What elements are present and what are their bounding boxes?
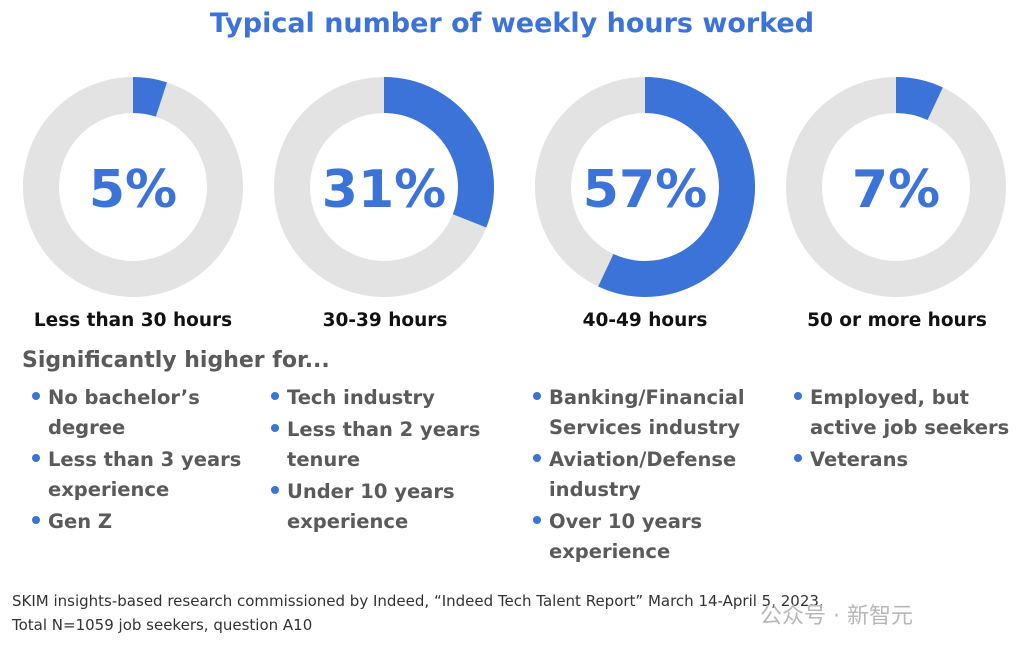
category-label-40-49: 40-49 hours bbox=[582, 310, 708, 331]
group-less-than-30: No bachelor’s degree Less than 3 years e… bbox=[30, 383, 250, 539]
list-item: Tech industry bbox=[269, 383, 484, 413]
list-item: Over 10 years experience bbox=[531, 507, 751, 567]
group-40-49: Banking/Financial Services industry Avia… bbox=[531, 383, 751, 569]
donut-2: 31% bbox=[274, 77, 494, 297]
list-item: Veterans bbox=[792, 445, 1012, 475]
list-item: Less than 3 years experience bbox=[30, 445, 250, 505]
list-item: Aviation/Defense industry bbox=[531, 445, 751, 505]
data-label: 31% bbox=[322, 160, 446, 220]
list-item: Banking/Financial Services industry bbox=[531, 383, 751, 443]
source-note-line-2: Total N=1059 job seekers, question A10 bbox=[12, 616, 313, 634]
donut-slice bbox=[383, 77, 494, 228]
source-note-line-1: SKIM insights-based research commissione… bbox=[12, 592, 824, 610]
list-item: Gen Z bbox=[30, 507, 250, 537]
chart-title: Typical number of weekly hours worked bbox=[209, 8, 815, 39]
group-30-39: Tech industry Less than 2 years tenure U… bbox=[269, 383, 484, 539]
list-item: Less than 2 years tenure bbox=[269, 415, 484, 475]
data-label: 7% bbox=[852, 160, 940, 220]
category-label-30-39: 30-39 hours bbox=[322, 310, 448, 331]
data-label: 57% bbox=[583, 160, 707, 220]
donut-slice bbox=[895, 77, 943, 121]
donut-3: 57% bbox=[535, 77, 755, 297]
data-label: 5% bbox=[89, 160, 177, 220]
category-label-50-plus: 50 or more hours bbox=[807, 310, 987, 331]
donut-charts: 5% 31% 57% 7% bbox=[23, 77, 1006, 297]
donut-4: 7% bbox=[786, 77, 1006, 297]
donut-slice bbox=[598, 77, 755, 297]
subheading: Significantly higher for... bbox=[22, 348, 330, 373]
donut-1: 5% bbox=[23, 77, 243, 297]
category-label-less-than-30: Less than 30 hours bbox=[33, 310, 233, 331]
donut-slice bbox=[132, 77, 167, 117]
watermark: 公众号 · 新智元 bbox=[760, 604, 913, 629]
group-50-plus: Employed, but active job seekers Veteran… bbox=[792, 383, 1012, 477]
list-item: Under 10 years experience bbox=[269, 477, 484, 537]
list-item: No bachelor’s degree bbox=[30, 383, 250, 443]
list-item: Employed, but active job seekers bbox=[792, 383, 1012, 443]
